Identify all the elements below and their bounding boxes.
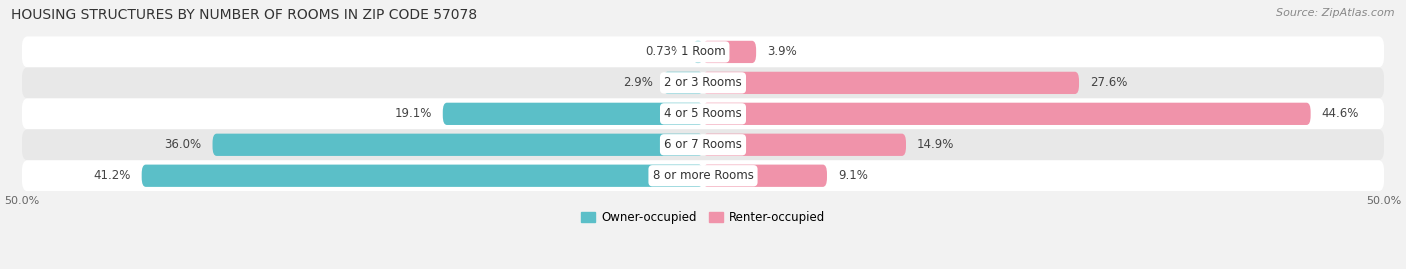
Text: 19.1%: 19.1% [395,107,432,120]
Text: 2.9%: 2.9% [623,76,652,89]
Text: Source: ZipAtlas.com: Source: ZipAtlas.com [1277,8,1395,18]
Legend: Owner-occupied, Renter-occupied: Owner-occupied, Renter-occupied [576,206,830,229]
Text: 6 or 7 Rooms: 6 or 7 Rooms [664,138,742,151]
FancyBboxPatch shape [443,103,703,125]
FancyBboxPatch shape [21,98,1385,129]
FancyBboxPatch shape [703,134,905,156]
Text: 2 or 3 Rooms: 2 or 3 Rooms [664,76,742,89]
FancyBboxPatch shape [693,41,703,63]
FancyBboxPatch shape [21,68,1385,98]
FancyBboxPatch shape [664,72,703,94]
FancyBboxPatch shape [703,165,827,187]
Text: 27.6%: 27.6% [1090,76,1128,89]
Text: 4 or 5 Rooms: 4 or 5 Rooms [664,107,742,120]
Text: 9.1%: 9.1% [838,169,868,182]
Text: 0.73%: 0.73% [645,45,682,58]
Text: 8 or more Rooms: 8 or more Rooms [652,169,754,182]
Text: HOUSING STRUCTURES BY NUMBER OF ROOMS IN ZIP CODE 57078: HOUSING STRUCTURES BY NUMBER OF ROOMS IN… [11,8,478,22]
FancyBboxPatch shape [212,134,703,156]
FancyBboxPatch shape [142,165,703,187]
FancyBboxPatch shape [703,72,1078,94]
FancyBboxPatch shape [21,36,1385,68]
Text: 1 Room: 1 Room [681,45,725,58]
Text: 41.2%: 41.2% [93,169,131,182]
FancyBboxPatch shape [21,129,1385,160]
FancyBboxPatch shape [21,160,1385,191]
FancyBboxPatch shape [703,41,756,63]
Text: 36.0%: 36.0% [165,138,201,151]
Text: 3.9%: 3.9% [768,45,797,58]
FancyBboxPatch shape [703,103,1310,125]
Text: 44.6%: 44.6% [1322,107,1360,120]
Text: 14.9%: 14.9% [917,138,955,151]
